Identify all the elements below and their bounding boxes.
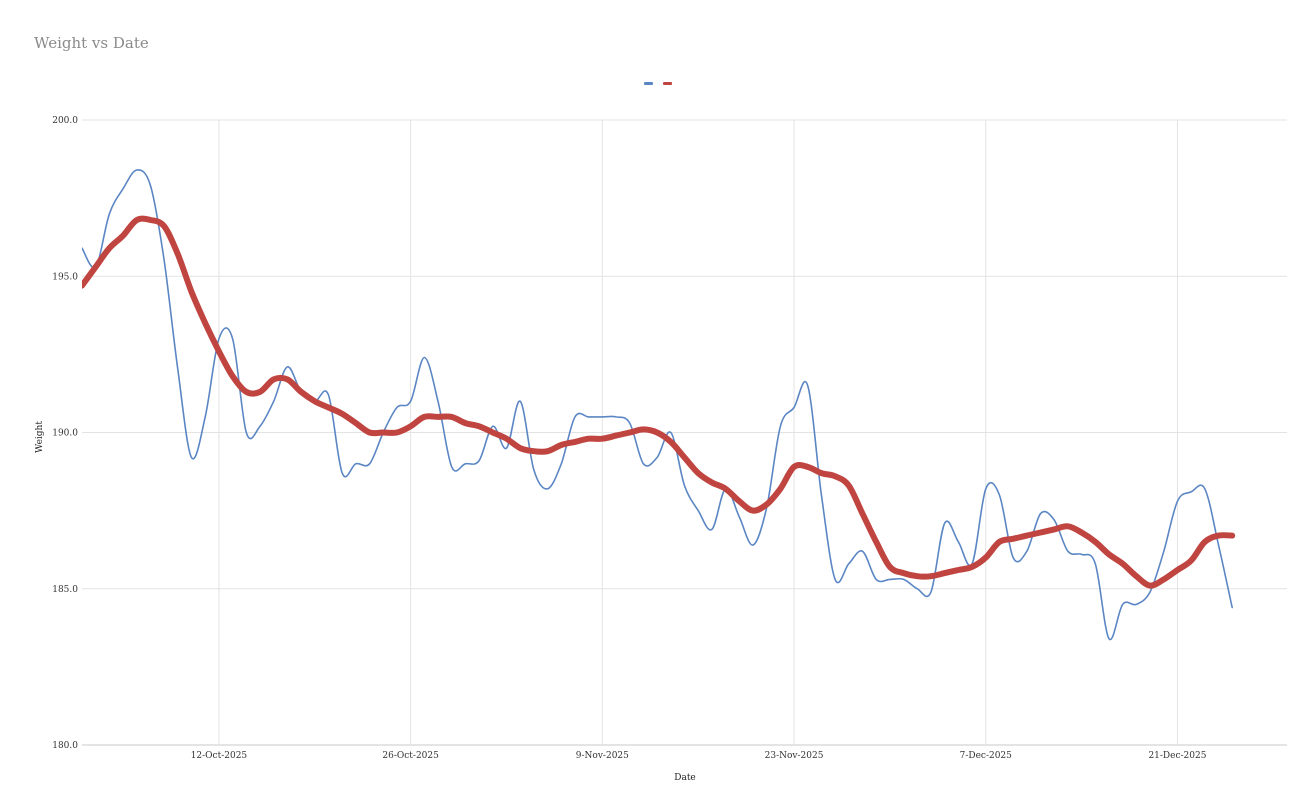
- legend: [0, 76, 1315, 90]
- x-axis-title: Date: [674, 773, 696, 783]
- legend-swatch-1[interactable]: [643, 81, 653, 85]
- x-tick-label: 23-Nov-2025: [765, 751, 824, 761]
- x-tick-label: 9-Nov-2025: [576, 751, 629, 761]
- y-tick-label: 190.0: [52, 429, 78, 439]
- x-tick-label: 7-Dec-2025: [960, 751, 1013, 761]
- legend-swatch-2[interactable]: [662, 81, 672, 85]
- y-tick-label: 180.0: [52, 741, 78, 751]
- series-line-1: [82, 169, 1233, 641]
- y-axis-title: Weight: [35, 421, 45, 453]
- chart-title: Weight vs Date: [34, 34, 149, 52]
- series-layer: [82, 169, 1236, 641]
- y-tick-label: 200.0: [52, 116, 78, 126]
- x-tick-label: 12-Oct-2025: [191, 751, 248, 761]
- grid: [82, 119, 1287, 746]
- x-tick-label: 21-Dec-2025: [1148, 751, 1206, 761]
- axes: 180.0 185.0 190.0 195.0 200.0 12-Oct-2025 26-O…: [52, 116, 1206, 761]
- y-tick-label: 185.0: [52, 585, 78, 595]
- series-line-2: [82, 215, 1236, 589]
- y-tick-label: 195.0: [52, 272, 78, 282]
- x-tick-label: 26-Oct-2025: [382, 751, 439, 761]
